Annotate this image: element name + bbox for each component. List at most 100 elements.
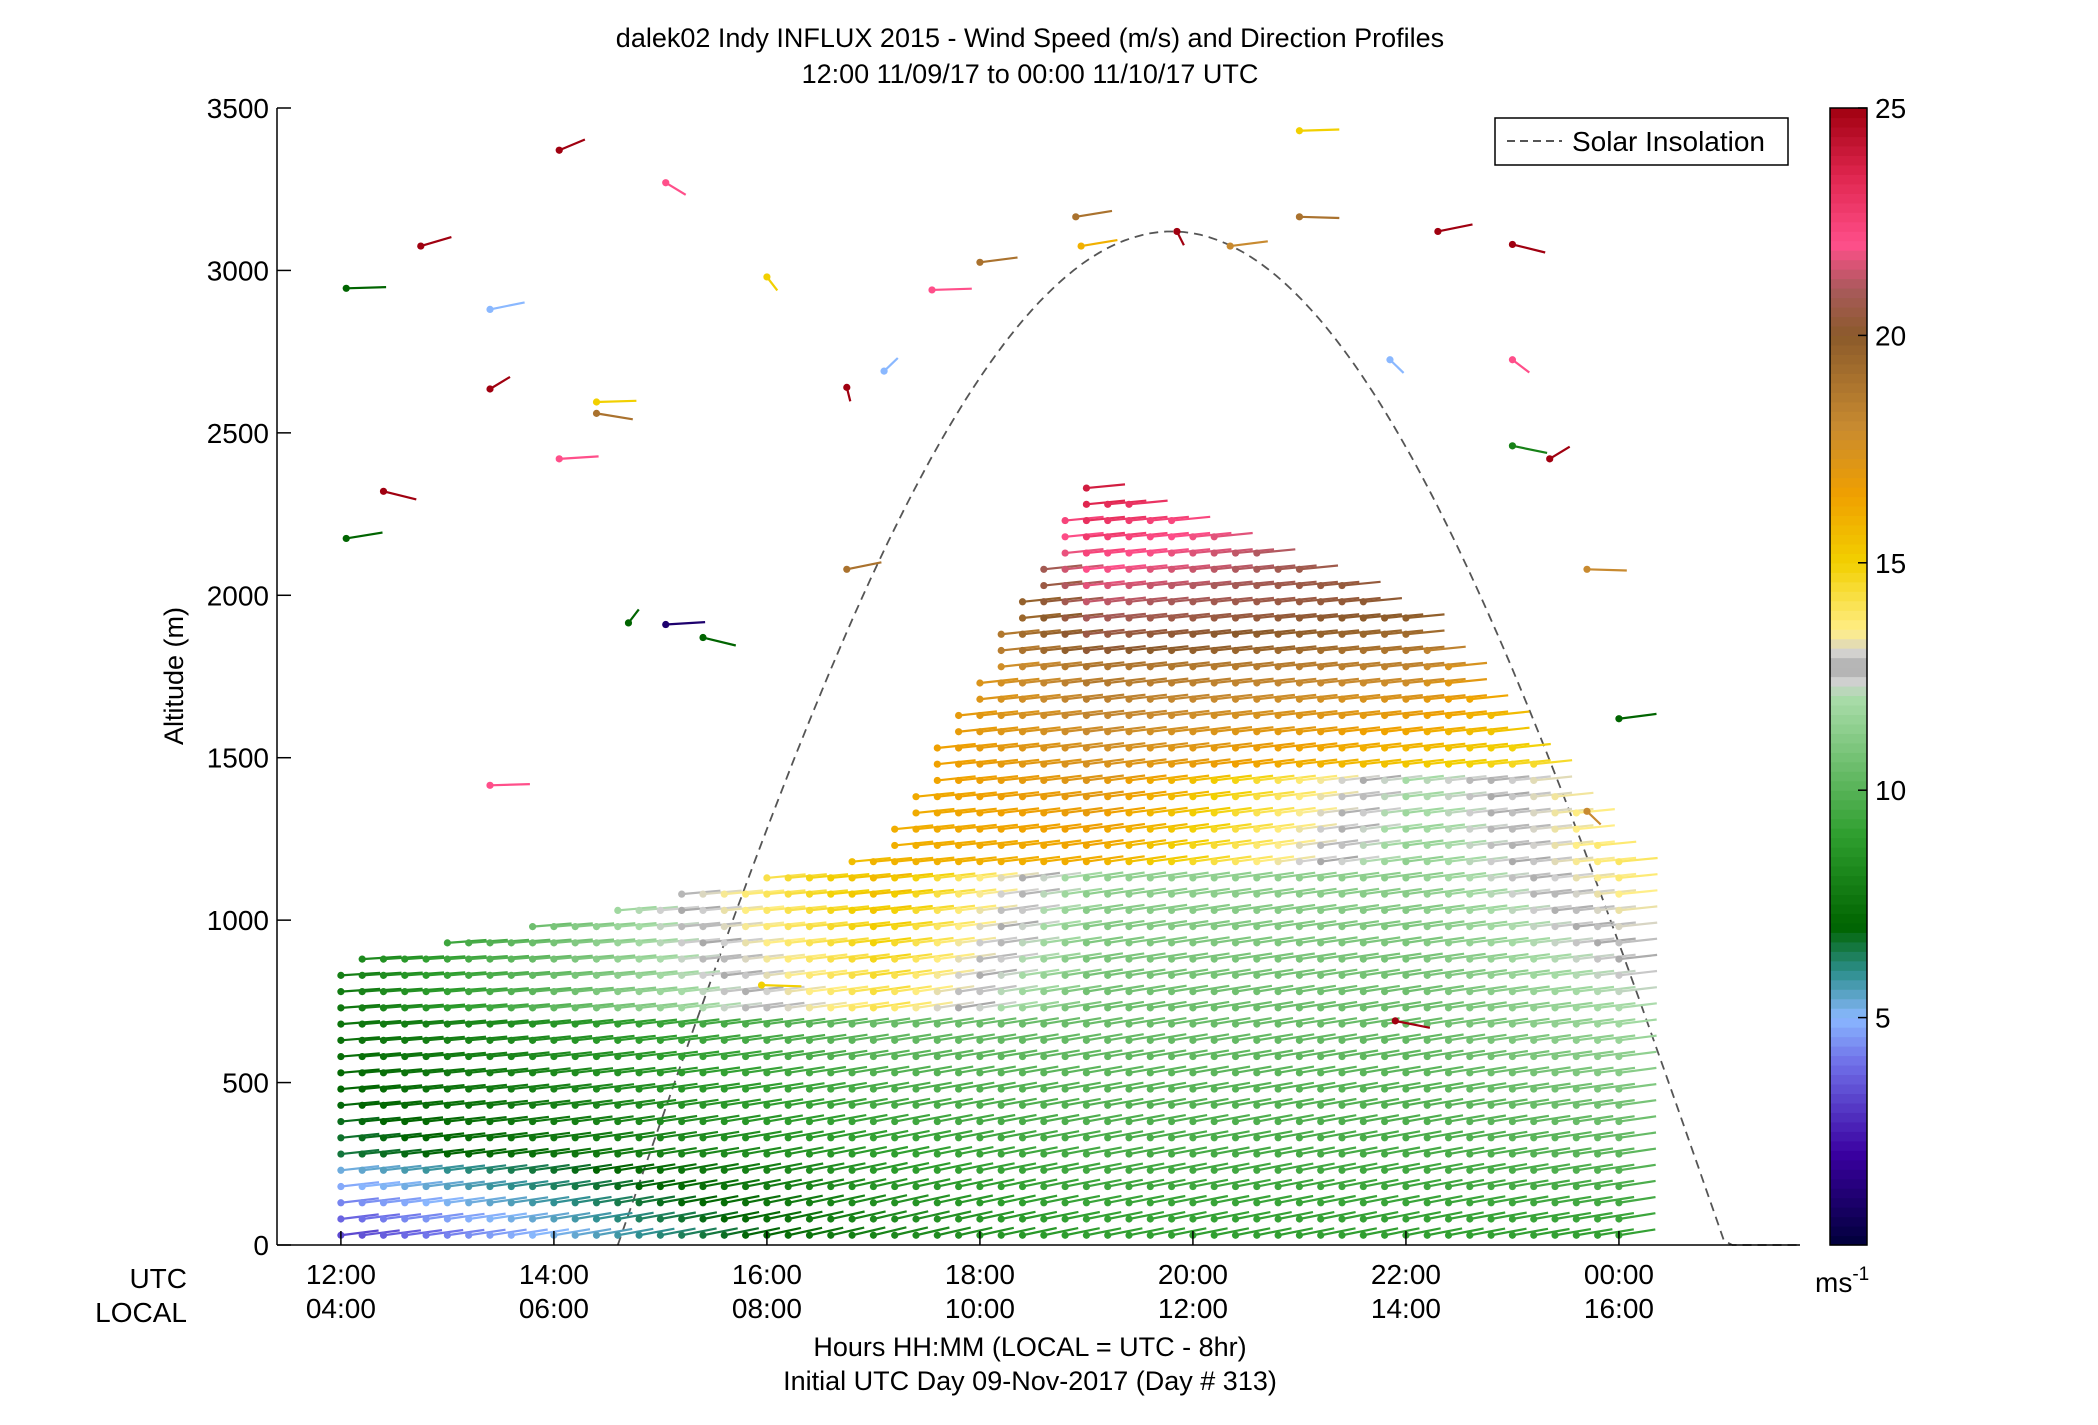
wind-barb-point — [678, 988, 686, 996]
wind-barb-stem — [1086, 871, 1124, 879]
wind-barb-stem — [1384, 1049, 1421, 1058]
wind-barb-stem — [1086, 1097, 1123, 1107]
wind-barb-point — [635, 1215, 643, 1223]
wind-barb-point — [997, 825, 1005, 833]
wind-barb-point — [1338, 955, 1346, 963]
wind-barb-stem — [1064, 1130, 1101, 1139]
wind-barb-point — [742, 1004, 750, 1012]
wind-barb-point — [422, 955, 430, 963]
wind-barb-point — [699, 1052, 707, 1061]
wind-barb-point — [1210, 988, 1218, 996]
wind-barb-point — [1615, 1069, 1623, 1077]
colorbar-segment — [1830, 913, 1867, 924]
wind-barb-point — [614, 1134, 622, 1142]
wind-barb-stem — [596, 1115, 634, 1123]
wind-barb-stem — [1171, 1000, 1209, 1009]
wind-barb-point — [379, 1215, 388, 1223]
wind-barb-stem — [1128, 822, 1167, 831]
wind-barb-point — [358, 1134, 366, 1142]
wind-barb-stem — [1086, 952, 1124, 961]
wind-barb-point — [1338, 1231, 1346, 1239]
wind-barb-stem — [1576, 1179, 1613, 1188]
wind-barb-stem — [1192, 936, 1230, 944]
wind-barb-stem — [937, 1033, 974, 1042]
wind-barb-stem — [1618, 1002, 1657, 1009]
wind-barb-point — [1359, 1101, 1367, 1109]
wind-barb-point — [1061, 923, 1069, 931]
wind-barb-stem — [1043, 1000, 1081, 1009]
wind-barb-point — [763, 955, 771, 963]
wind-barb-point — [1615, 923, 1623, 931]
wind-barb-point — [1572, 906, 1580, 914]
wind-barb-point — [1061, 1069, 1069, 1077]
wind-barb-point — [1018, 1036, 1027, 1044]
colorbar-segment — [1830, 543, 1867, 554]
wind-barb-stem — [1256, 1017, 1294, 1026]
wind-barb-stem — [553, 1179, 591, 1188]
wind-barb-point — [699, 1004, 707, 1012]
wind-barb-point — [1061, 890, 1069, 898]
wind-barb-stem — [660, 1227, 696, 1237]
wind-barb-point — [486, 1004, 494, 1012]
wind-barb-point — [976, 1085, 984, 1093]
wind-barb-stem — [404, 1212, 443, 1221]
wind-barb-point — [1189, 923, 1197, 931]
wind-barb-point — [1402, 874, 1410, 882]
wind-barb-point — [1594, 1069, 1602, 1077]
wind-barb-point — [1295, 988, 1304, 996]
wind-barb-point — [678, 923, 686, 931]
wind-barb-point — [933, 1166, 941, 1174]
wind-barb-stem — [489, 1228, 527, 1237]
wind-barb-stem — [809, 1098, 846, 1107]
wind-barb-stem — [1597, 1099, 1635, 1107]
wind-barb-point — [656, 1150, 665, 1158]
wind-barb-stem — [660, 1098, 698, 1107]
wind-barb-point — [1146, 1199, 1154, 1207]
wind-barb-stem — [1299, 215, 1340, 220]
wind-barb-stem — [596, 412, 633, 421]
wind-barb-point — [1210, 955, 1218, 963]
colorbar-segment — [1830, 704, 1867, 715]
wind-barb-stem — [1363, 936, 1401, 944]
wind-barb-point — [955, 1101, 963, 1109]
wind-barb-point — [1530, 890, 1538, 898]
wind-barb-stem — [1469, 1082, 1507, 1091]
wind-barb-stem — [1230, 240, 1268, 248]
wind-barb-point — [1274, 679, 1282, 687]
wind-barb-point — [486, 1052, 494, 1061]
wind-barb-stem — [511, 1228, 548, 1237]
wind-barb-stem — [1086, 984, 1123, 993]
wind-barb-point — [678, 1150, 686, 1158]
wind-barb-stem — [809, 1146, 845, 1156]
wind-barb-point — [933, 1150, 941, 1158]
wind-barb-point — [1274, 695, 1282, 703]
wind-barb-point — [1381, 1101, 1389, 1109]
wind-barb-point — [742, 1182, 750, 1191]
wind-barb-stem — [1405, 936, 1443, 944]
wind-barb-point — [1146, 1069, 1154, 1077]
wind-barb-stem — [1427, 1049, 1464, 1058]
wind-barb-point — [1189, 1085, 1197, 1093]
wind-barb-stem — [638, 1179, 676, 1188]
wind-barb-stem — [979, 1113, 1016, 1123]
wind-barb-stem — [1150, 1081, 1187, 1091]
wind-barb-point — [805, 1182, 814, 1191]
wind-barb-point — [1508, 1231, 1517, 1239]
wind-barb-point — [891, 1069, 899, 1077]
wind-barb-stem — [1320, 952, 1358, 961]
wind-barb-point — [1295, 841, 1304, 850]
wind-barb-point — [1274, 614, 1282, 622]
wind-barb-point — [720, 1199, 728, 1207]
wind-barb-point — [1594, 923, 1602, 931]
wind-barb-stem — [1576, 1050, 1614, 1058]
wind-barb-point — [1253, 1004, 1261, 1012]
wind-barb-stem — [1554, 1050, 1593, 1058]
wind-barb-point — [1231, 1036, 1240, 1044]
wind-barb-stem — [958, 1001, 996, 1009]
wind-barb-point — [1551, 1231, 1559, 1239]
wind-barb-stem — [1256, 984, 1294, 993]
wind-barb-point — [1125, 1004, 1133, 1012]
wind-barb-point — [486, 939, 494, 947]
wind-barb-point — [1359, 1150, 1367, 1158]
wind-barb-point — [1061, 825, 1069, 833]
